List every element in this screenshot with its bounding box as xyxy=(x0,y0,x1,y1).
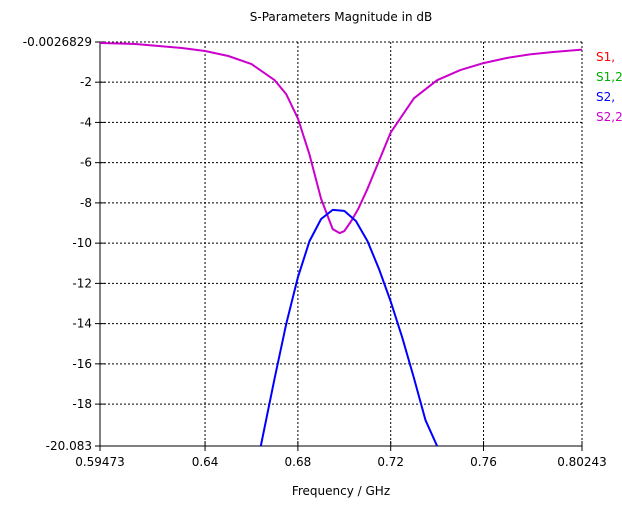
y-tick-label: -18 xyxy=(72,397,92,411)
x-tick-labels: 0.59473 0.64 0.68 0.72 0.76 0.80243 xyxy=(75,455,607,469)
legend: S1, S1,2 S2, S2,2 xyxy=(596,50,622,124)
plot-area xyxy=(100,42,582,446)
chart-title: S-Parameters Magnitude in dB xyxy=(250,10,432,24)
x-tick-label: 0.80243 xyxy=(557,455,607,469)
series-line-s2-1 xyxy=(259,208,439,447)
legend-item: S2, xyxy=(596,90,615,104)
x-tick-label: 0.76 xyxy=(470,455,497,469)
x-tick-label: 0.64 xyxy=(192,455,219,469)
legend-item: S2,2 xyxy=(596,110,622,124)
legend-item: S1,2 xyxy=(596,70,622,84)
y-tick-label: -10 xyxy=(72,236,92,250)
series-group xyxy=(99,42,583,447)
axes xyxy=(95,41,583,451)
y-tick-label: -16 xyxy=(72,357,92,371)
x-axis-label: Frequency / GHz xyxy=(292,484,390,498)
y-tick-label: -6 xyxy=(80,156,92,170)
y-tick-label: -14 xyxy=(72,317,92,331)
y-tick-label: -0.0026829 xyxy=(23,35,92,49)
y-tick-label: -4 xyxy=(80,115,92,129)
legend-item: S1, xyxy=(596,50,615,64)
y-tick-label: -8 xyxy=(80,196,92,210)
y-tick-label: -2 xyxy=(80,75,92,89)
y-tick-label: -12 xyxy=(72,276,92,290)
y-tick-labels: -0.0026829 -2 -4 -6 -8 -10 -12 -14 -16 -18 -20.083 xyxy=(23,35,92,453)
y-tick-label: -20.083 xyxy=(46,439,92,453)
series-line-s2-2-0 xyxy=(99,42,583,235)
x-tick-label: 0.72 xyxy=(377,455,404,469)
x-tick-label: 0.59473 xyxy=(75,455,125,469)
x-tick-label: 0.68 xyxy=(285,455,312,469)
